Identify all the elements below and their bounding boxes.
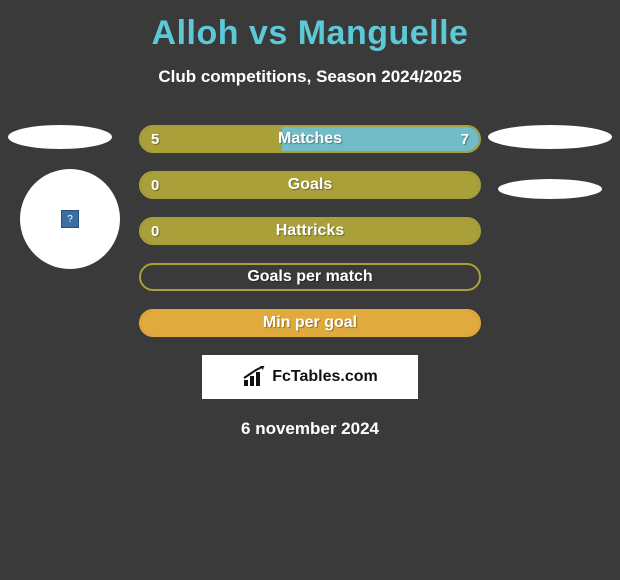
side-ellipse [488, 125, 612, 149]
bar-value-right: 7 [461, 131, 469, 148]
bar-label: Min per goal [141, 314, 479, 332]
brand-chart-icon [242, 366, 268, 388]
comparison-bars-area: ? Matches57Goals0Hattricks0Goals per mat… [0, 117, 620, 439]
side-ellipse [498, 179, 602, 199]
bar-value-left: 5 [151, 131, 159, 148]
player-avatar-left: ? [20, 169, 120, 269]
bar-value-left: 0 [151, 177, 159, 194]
bar-value-left: 0 [151, 223, 159, 240]
date-line: 6 november 2024 [0, 419, 620, 439]
stat-bar: Matches5 7 [139, 125, 481, 153]
brand-box[interactable]: FcTables.com [202, 355, 418, 399]
bar-label: Goals [141, 176, 479, 194]
avatar-placeholder-icon: ? [61, 210, 79, 228]
page-title: Alloh vs Manguelle [0, 0, 620, 53]
stat-bar: Hattricks0 [139, 217, 481, 245]
stat-bar: Goals0 [139, 171, 481, 199]
bar-label: Matches [141, 130, 479, 148]
side-ellipse [8, 125, 112, 149]
stat-bar: Min per goal [139, 309, 481, 337]
page-subtitle: Club competitions, Season 2024/2025 [0, 67, 620, 87]
bar-label: Goals per match [141, 268, 479, 286]
brand-text: FcTables.com [272, 368, 378, 386]
stat-bar: Goals per match [139, 263, 481, 291]
bar-label: Hattricks [141, 222, 479, 240]
